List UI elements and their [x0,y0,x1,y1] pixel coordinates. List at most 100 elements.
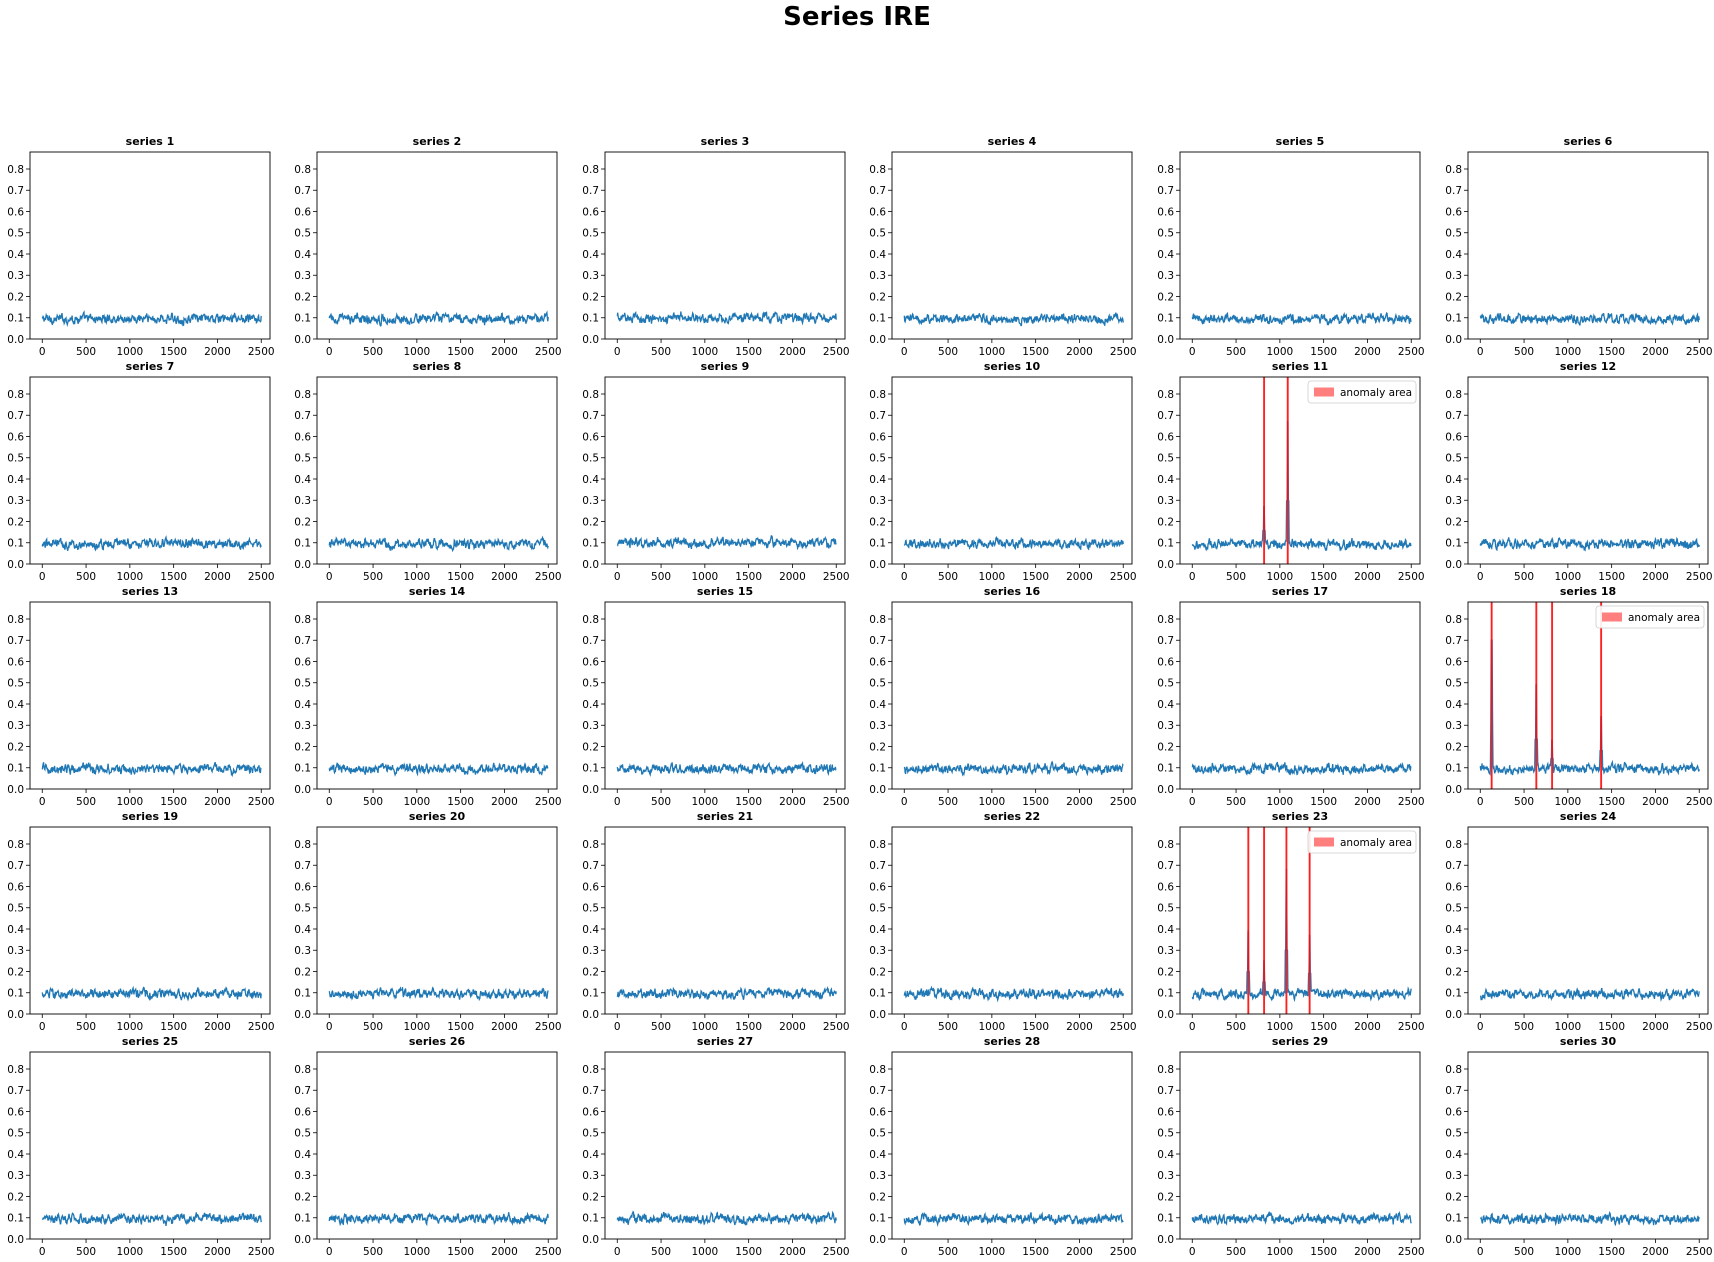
y-tick-label: 0.5 [7,678,24,690]
panel-title: series 22 [984,810,1040,823]
y-tick-label: 0.0 [1445,559,1462,571]
y-tick-label: 0.2 [1445,1191,1462,1203]
y-tick-label: 0.7 [7,410,24,422]
y-tick-label: 0.4 [1445,474,1462,486]
x-tick-label: 1000 [1554,571,1581,583]
y-tick-label: 0.5 [1157,903,1174,915]
y-tick-label: 0.6 [582,1106,599,1118]
y-tick-label: 0.7 [294,860,311,872]
y-tick-label: 0.0 [869,559,886,571]
y-tick-label: 0.3 [582,720,599,732]
panel-27: series 27 0.0 0.1 0.2 0.3 0.4 0.5 0.6 0.7 0.8 0 500… [582,1035,849,1258]
y-tick-label: 0.7 [1157,185,1174,197]
y-tick-label: 0.5 [294,1128,311,1140]
axes-frame [891,1051,1133,1240]
x-tick-label: 0 [901,1246,908,1258]
y-tick-label: 0.0 [294,1009,311,1021]
axes-frame [604,151,846,340]
panel-title: series 30 [1560,1035,1617,1048]
axes-frame [604,1051,846,1240]
y-tick-label: 0.3 [294,270,311,282]
y-tick-label: 0.6 [1157,1106,1174,1118]
x-tick-label: 500 [1226,796,1246,808]
x-tick-label: 0 [614,1021,621,1033]
y-tick-label: 0.3 [294,720,311,732]
axes-frame [1467,376,1709,565]
y-tick-label: 0.6 [7,206,24,218]
x-tick-label: 500 [76,1021,96,1033]
y-tick-label: 0.7 [7,635,24,647]
y-tick-label: 0.8 [294,614,311,626]
legend-label: anomaly area [1340,387,1412,399]
y-tick-label: 0.1 [1157,763,1174,775]
y-tick-label: 0.3 [1445,945,1462,957]
y-tick-label: 0.5 [869,903,886,915]
x-tick-label: 1000 [978,571,1005,583]
y-tick-label: 0.4 [7,249,24,261]
panel-23: series 23 0.0 0.1 0.2 0.3 0.4 0.5 0.6 0.7 0.8 0 500… [1157,810,1424,1033]
y-tick-label: 0.1 [582,538,599,550]
y-tick-label: 0.2 [7,966,24,978]
axes-frame [891,151,1133,340]
y-tick-label: 0.8 [1445,389,1462,401]
x-tick-label: 0 [614,346,621,358]
x-tick-label: 500 [938,1246,958,1258]
series-line [903,985,1124,1003]
y-tick-label: 0.8 [1157,164,1174,176]
legend-box [1307,380,1417,404]
y-tick-label: 0.6 [294,431,311,443]
y-tick-label: 0.3 [1157,1170,1174,1182]
x-tick-label: 2500 [535,571,562,583]
series-line [1191,420,1412,552]
panel-title: series 5 [1276,135,1325,148]
panel-title: series 14 [409,585,466,598]
x-tick-label: 2500 [823,346,850,358]
x-tick-label: 500 [363,346,383,358]
y-tick-label: 0.7 [869,185,886,197]
x-tick-label: 1500 [1598,796,1625,808]
y-tick-label: 0.2 [869,1191,886,1203]
y-tick-label: 0.4 [294,699,311,711]
x-tick-label: 2000 [1066,1021,1093,1033]
x-tick-label: 0 [1189,1021,1196,1033]
y-tick-label: 0.3 [1157,945,1174,957]
y-tick-label: 0.0 [7,1234,24,1246]
panel-title: series 28 [984,1035,1040,1048]
y-tick-label: 0.6 [869,206,886,218]
y-tick-label: 0.6 [1157,881,1174,893]
panel-19: series 19 0.0 0.1 0.2 0.3 0.4 0.5 0.6 0.7 0.8 0 500… [7,810,274,1033]
x-tick-label: 2000 [779,571,806,583]
panel-title: series 6 [1564,135,1613,148]
y-tick-label: 0.0 [1157,1234,1174,1246]
y-tick-label: 0.1 [582,763,599,775]
y-tick-label: 0.7 [1157,1085,1174,1097]
x-tick-label: 2500 [1110,571,1137,583]
y-tick-label: 0.1 [869,1213,886,1225]
x-tick-label: 500 [76,1246,96,1258]
y-tick-label: 0.4 [294,924,311,936]
y-tick-label: 0.4 [582,1149,599,1161]
x-tick-label: 500 [938,571,958,583]
x-tick-label: 500 [76,571,96,583]
y-tick-label: 0.3 [7,270,24,282]
legend-swatch [1314,837,1334,847]
x-tick-label: 1500 [160,1246,187,1258]
y-tick-label: 0.1 [1157,538,1174,550]
x-tick-label: 500 [651,571,671,583]
y-tick-label: 0.2 [582,291,599,303]
axes-frame [1179,151,1421,340]
x-tick-label: 2500 [1110,346,1137,358]
series-line [616,986,837,1001]
x-tick-label: 0 [614,796,621,808]
x-tick-label: 1500 [447,1246,474,1258]
x-tick-label: 2500 [1398,796,1425,808]
y-tick-label: 0.4 [1445,249,1462,261]
panel-title: series 10 [984,360,1041,373]
y-tick-label: 0.4 [869,1149,886,1161]
series-line [1479,312,1700,326]
panel-title: series 13 [122,585,178,598]
y-tick-label: 0.4 [1445,924,1462,936]
x-tick-label: 1000 [691,1021,718,1033]
y-tick-label: 0.0 [869,1009,886,1021]
y-tick-label: 0.6 [7,656,24,668]
